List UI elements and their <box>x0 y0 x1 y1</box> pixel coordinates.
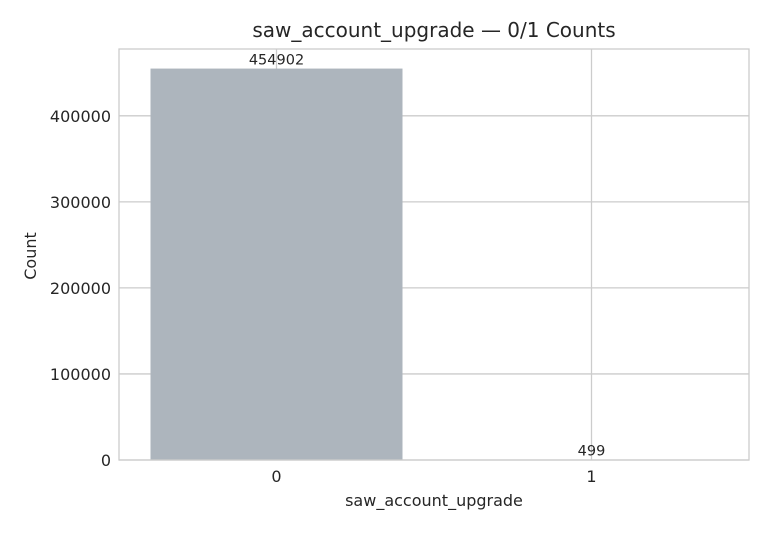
bars <box>151 69 718 460</box>
y-tick-label: 100000 <box>50 365 111 384</box>
x-axis-label: saw_account_upgrade <box>345 491 523 511</box>
x-tick-label: 1 <box>586 467 596 486</box>
y-tick-label: 400000 <box>50 107 111 126</box>
bar-0 <box>151 69 403 460</box>
y-tick-label: 200000 <box>50 279 111 298</box>
y-tick-label: 300000 <box>50 193 111 212</box>
y-tick-labels: 0 100000 200000 300000 400000 <box>50 107 111 470</box>
x-tick-label: 0 <box>271 467 281 486</box>
data-label-0: 454902 <box>249 53 304 69</box>
chart-title: saw_account_upgrade — 0/1 Counts <box>252 18 615 42</box>
y-axis-label: Count <box>21 232 40 280</box>
data-label-1: 499 <box>578 444 606 460</box>
y-tick-label: 0 <box>101 451 111 470</box>
